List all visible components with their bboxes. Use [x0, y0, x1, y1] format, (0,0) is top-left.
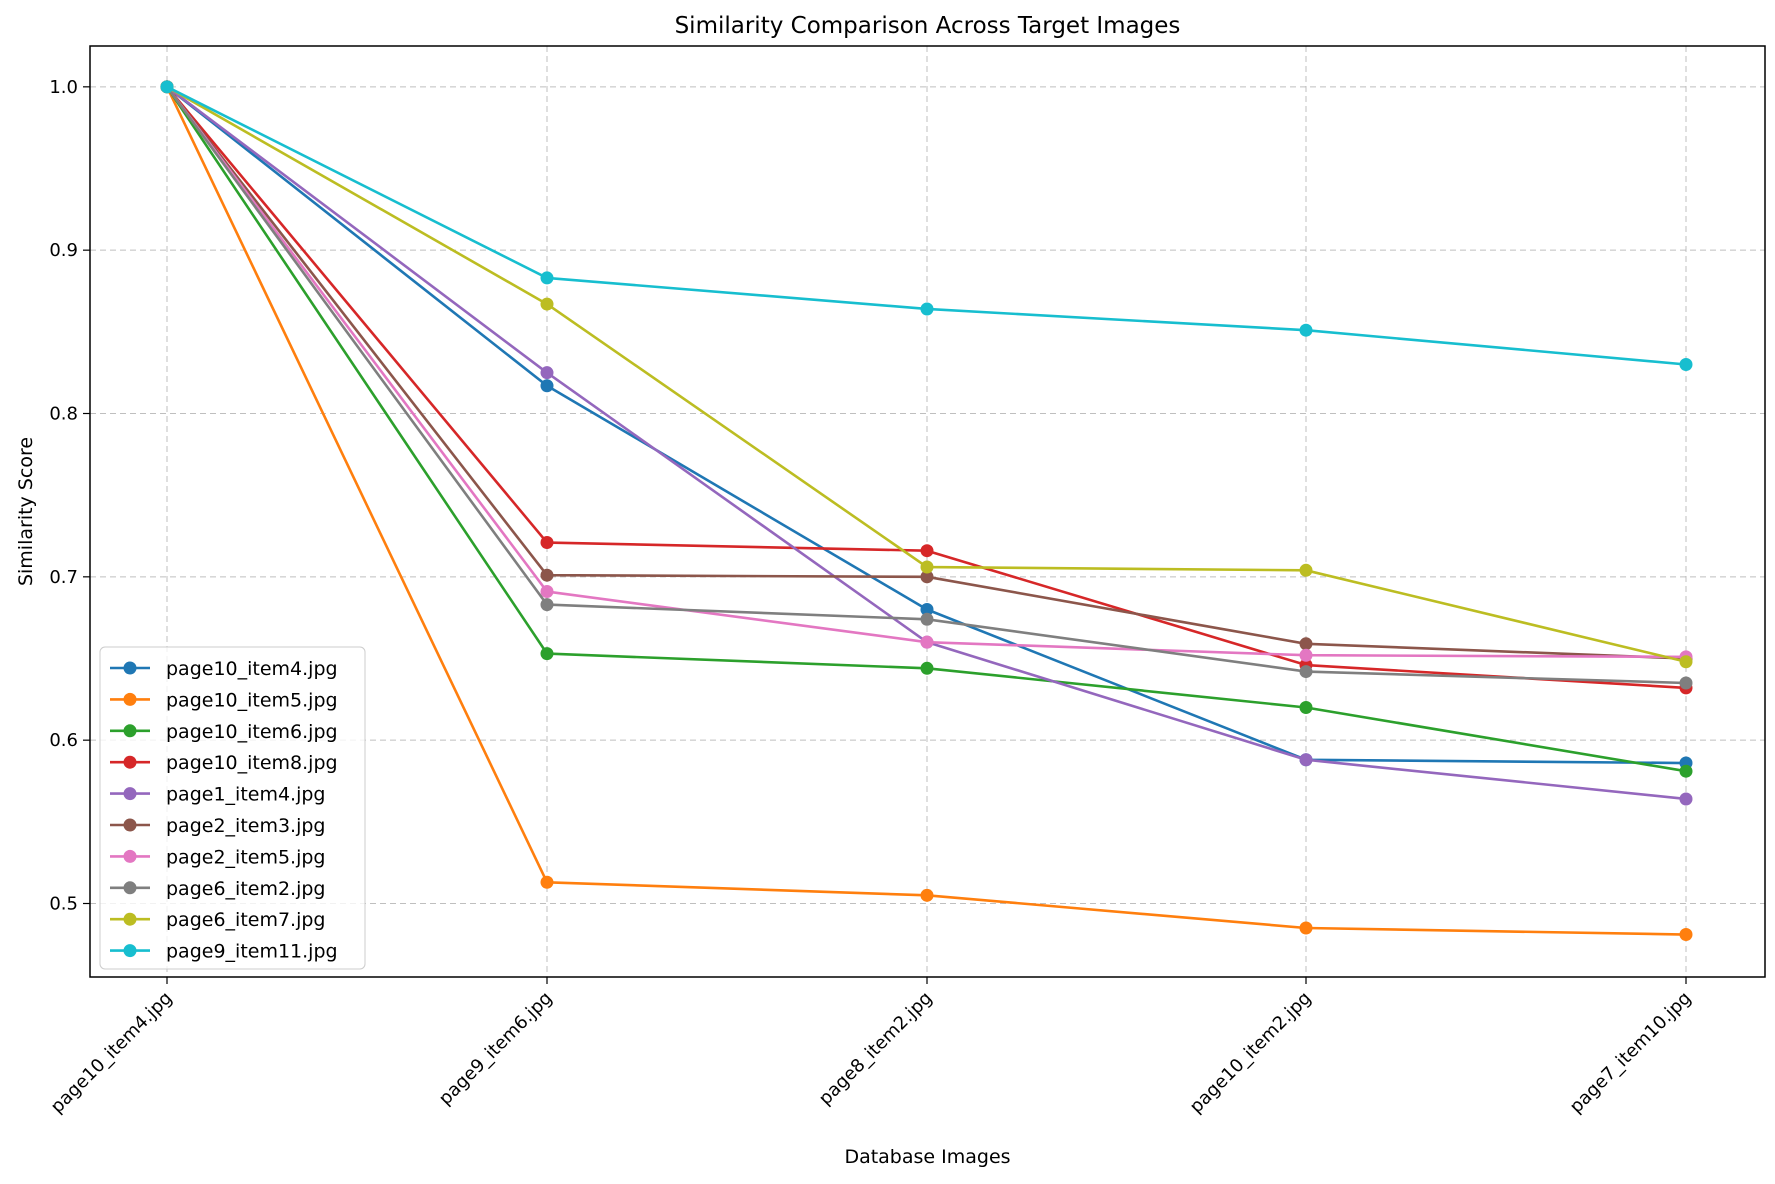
y-tick-label: 1.0 [49, 77, 78, 98]
data-point [540, 536, 554, 550]
data-point [920, 603, 934, 616]
data-point [540, 875, 554, 889]
x-axis-title: Database Images [844, 1146, 1010, 1168]
data-point [1299, 921, 1313, 935]
data-point [1299, 753, 1313, 767]
y-tick-label: 0.6 [49, 730, 78, 751]
grid-lines [90, 46, 1765, 977]
legend-label: page10_item6.jpg [166, 721, 338, 743]
data-point [540, 379, 554, 393]
legend-item: page6_item2.jpg [110, 878, 326, 900]
legend-marker [123, 849, 137, 863]
legend-marker [123, 944, 137, 958]
legend-label: page2_item5.jpg [166, 846, 326, 868]
data-point [920, 661, 934, 675]
data-point [1679, 655, 1693, 669]
data-point [920, 544, 934, 558]
legend-marker [123, 755, 137, 769]
data-point [1299, 323, 1313, 337]
data-point [1299, 637, 1313, 651]
legend-item: page2_item3.jpg [110, 815, 326, 837]
data-point [540, 271, 554, 285]
legend-marker [123, 787, 137, 801]
data-point [920, 560, 934, 574]
legend-label: page9_item11.jpg [166, 941, 338, 963]
y-tick-label: 0.7 [49, 567, 78, 588]
legend-item: page10_item6.jpg [110, 721, 338, 743]
data-point [920, 302, 934, 316]
legend-item: page10_item4.jpg [110, 658, 338, 680]
legend-label: page2_item3.jpg [166, 815, 326, 837]
y-axis-title: Similarity Score [15, 437, 37, 586]
data-point [1299, 701, 1313, 714]
series-page9-item11-jpg [160, 80, 1693, 371]
data-point [1679, 792, 1693, 806]
data-point [1679, 358, 1693, 371]
legend-item: page2_item5.jpg [110, 846, 326, 868]
data-point [920, 612, 934, 626]
data-point [920, 635, 934, 649]
data-point [1679, 676, 1693, 690]
data-point [540, 366, 554, 380]
legend-marker [123, 661, 137, 675]
data-point [1679, 764, 1693, 778]
legend: page10_item4.jpg page10_item5.jpg page10_i… [99, 646, 366, 970]
data-point [920, 570, 934, 584]
data-point [1299, 563, 1313, 577]
legend-marker [123, 724, 137, 738]
legend-item: page9_item11.jpg [110, 941, 338, 963]
data-point [920, 888, 934, 902]
data-point [160, 80, 174, 94]
legend-marker [123, 881, 137, 895]
data-point [540, 598, 554, 612]
data-point [540, 585, 554, 599]
legend-label: page1_item4.jpg [166, 784, 326, 806]
series-lines [160, 80, 1693, 942]
series-page10-item6-jpg [160, 80, 1693, 778]
legend-item: page1_item4.jpg [110, 784, 326, 806]
data-point [540, 297, 554, 311]
legend-label: page10_item8.jpg [166, 752, 338, 774]
legend-label: page10_item4.jpg [166, 658, 338, 680]
data-point [1299, 665, 1313, 679]
legend-marker [123, 818, 137, 832]
legend-label: page6_item7.jpg [166, 909, 326, 931]
data-point [540, 568, 554, 582]
y-tick-label: 0.9 [49, 240, 78, 261]
legend-item: page10_item8.jpg [110, 752, 338, 774]
data-point [1299, 648, 1313, 662]
legend-marker [123, 692, 137, 706]
legend-item: page6_item7.jpg [110, 909, 326, 931]
data-point [1679, 928, 1693, 942]
legend-box [99, 646, 366, 970]
legend-item: page10_item5.jpg [110, 689, 338, 711]
chart-title: Similarity Comparison Across Target Imag… [675, 13, 1181, 39]
data-point [540, 647, 554, 661]
legend-label: page6_item2.jpg [166, 878, 326, 900]
y-tick-label: 0.8 [49, 404, 78, 425]
legend-label: page10_item5.jpg [166, 689, 338, 711]
y-tick-label: 0.5 [49, 894, 78, 915]
legend-marker [123, 912, 137, 926]
